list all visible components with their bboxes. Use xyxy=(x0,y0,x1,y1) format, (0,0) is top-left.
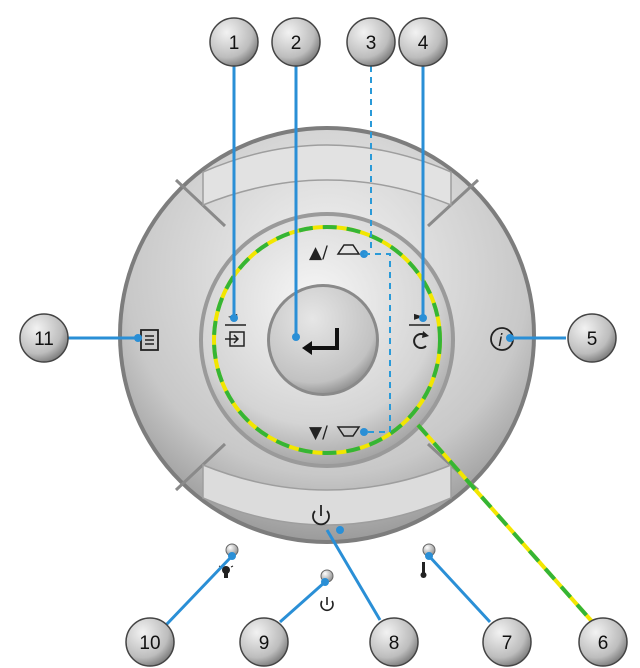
svg-text:6: 6 xyxy=(598,633,609,654)
svg-text:3: 3 xyxy=(366,33,377,54)
callout-3: 3 xyxy=(346,17,396,67)
enter-button[interactable] xyxy=(267,284,379,396)
top-segment[interactable] xyxy=(202,144,452,207)
separator xyxy=(174,178,227,228)
leader-9 xyxy=(279,580,326,624)
leader-6-green xyxy=(416,423,598,628)
callout-bubbles: 1 2 3 4 5 6 7 8 xyxy=(19,17,628,667)
callout-8: 8 xyxy=(369,617,419,667)
leader-10 xyxy=(164,554,234,627)
power-led-indicator xyxy=(320,569,334,612)
power-led-icon xyxy=(320,597,334,612)
leader-8 xyxy=(325,529,382,621)
separator xyxy=(426,178,480,228)
right-resync-button[interactable]: ► xyxy=(409,309,430,349)
svg-text:4: 4 xyxy=(418,33,429,54)
source-input-icon xyxy=(225,331,245,347)
callout-2: 2 xyxy=(271,17,321,67)
highlight-ring-green xyxy=(212,225,442,455)
keystone-down-trapezoid-icon xyxy=(336,426,361,437)
separator xyxy=(174,442,227,492)
thermometer-icon xyxy=(420,562,427,578)
down-symbol-text: ▼/ xyxy=(309,423,328,443)
resync-icon xyxy=(413,331,429,349)
power-icon xyxy=(312,505,330,526)
svg-text:9: 9 xyxy=(259,633,270,654)
leader-3-dashed xyxy=(364,66,391,433)
svg-text:2: 2 xyxy=(291,33,302,54)
svg-text:5: 5 xyxy=(587,329,598,350)
info-symbol: i xyxy=(498,331,503,351)
callout-10: 10 xyxy=(125,617,175,667)
enter-arrow-icon xyxy=(309,328,339,350)
callout-4: 4 xyxy=(398,17,448,67)
power-button[interactable] xyxy=(312,505,330,526)
keystone-up-trapezoid-icon xyxy=(336,244,361,255)
callout-1: 1 xyxy=(209,17,259,67)
svg-text:11: 11 xyxy=(34,329,54,350)
svg-text:1: 1 xyxy=(229,33,240,54)
callout-6: 6 xyxy=(578,617,628,667)
up-symbol-text: ▲/ xyxy=(309,243,328,263)
up-keystone-button[interactable]: ▲/ xyxy=(309,243,361,263)
callout-5: 5 xyxy=(567,313,617,363)
leader-lines xyxy=(68,64,566,627)
svg-text:8: 8 xyxy=(389,633,400,654)
down-keystone-button[interactable]: ▼/ xyxy=(309,423,361,443)
svg-text:10: 10 xyxy=(139,633,160,654)
callout-11: 11 xyxy=(19,313,69,363)
callout-9: 9 xyxy=(239,617,289,667)
svg-text:7: 7 xyxy=(502,633,513,654)
leader-dots xyxy=(134,250,514,586)
right-arrow: ► xyxy=(414,309,424,323)
leader-7 xyxy=(427,554,492,624)
callout-7: 7 xyxy=(482,617,532,667)
